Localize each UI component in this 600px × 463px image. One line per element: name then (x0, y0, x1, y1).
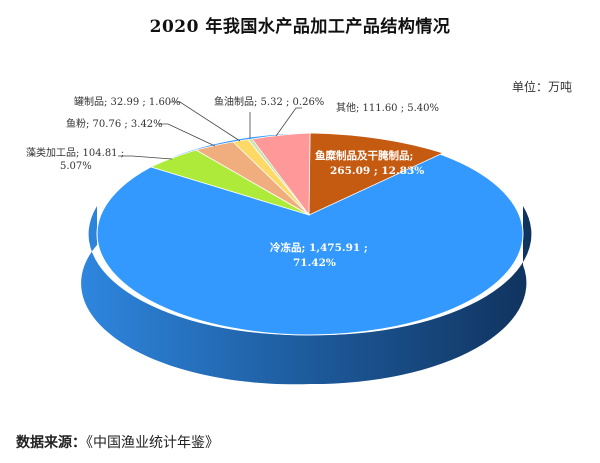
label-yumi-2: 265.09 ; 12.83% (330, 165, 425, 177)
slice-yumi[interactable] (308, 132, 445, 216)
label-yuyou: 鱼油制品; 5.32 ; 0.26% (214, 97, 325, 108)
label-yumi-1: 鱼糜制品及干腌制品; (315, 150, 414, 162)
source-name: 《中国渔业统计年鉴》 (86, 435, 219, 451)
label-yufen: 鱼粉; 70.76 ; 3.42% (66, 119, 163, 130)
chart-title: 2020 年我国水产品加工产品结构情况 (149, 17, 451, 37)
label-lengdong-2: 71.42% (293, 257, 336, 269)
data-source: 数据来源：《中国渔业统计年鉴》 (16, 432, 219, 452)
leader-lines (118, 101, 302, 160)
label-qita: 其他; 111.60 ; 5.40% (336, 103, 440, 114)
unit-label: 单位：万吨 (511, 80, 572, 94)
pie-side-wall (81, 206, 532, 385)
label-zaolei-1: 藻类加工品; 104.81 ; (26, 148, 125, 159)
label-lengdong-1: 冷冻品; 1,475.91 ; (270, 242, 368, 254)
source-prefix: 数据来源： (16, 435, 86, 451)
slice-zaolei[interactable] (149, 149, 310, 216)
label-guan: 罐制品; 32.99 ; 1.60% (74, 97, 181, 108)
label-zaolei-2: 5.07% (60, 161, 92, 172)
